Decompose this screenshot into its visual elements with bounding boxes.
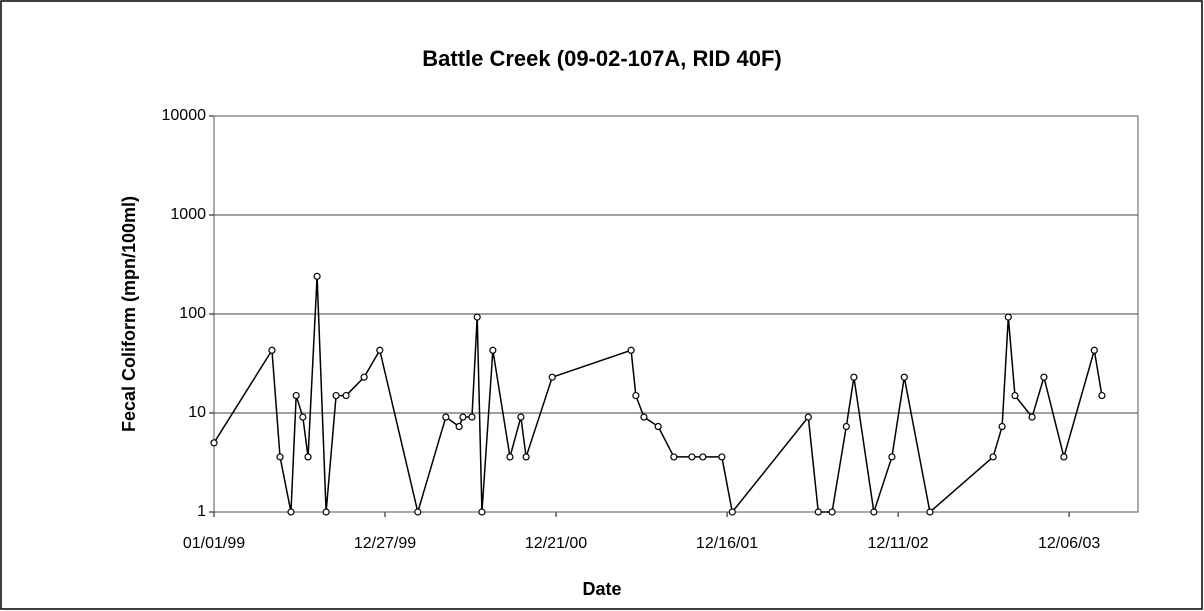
data-point — [1011, 391, 1019, 400]
data-point — [322, 508, 330, 516]
data-point — [1060, 453, 1068, 461]
data-point — [473, 313, 481, 321]
data-point — [718, 453, 726, 461]
data-point — [900, 373, 908, 381]
data-point — [640, 413, 648, 421]
data-point — [459, 413, 467, 421]
data-point — [850, 373, 858, 381]
data-point — [814, 508, 822, 516]
data-point — [478, 508, 486, 516]
plot-border — [213, 115, 1139, 513]
data-point — [442, 413, 450, 421]
data-point — [455, 422, 463, 431]
data-point — [989, 453, 997, 461]
data-point — [313, 272, 321, 280]
y-tick-label: 1000 — [170, 206, 206, 223]
data-point — [332, 391, 340, 400]
y-tick-label: 10 — [188, 404, 206, 421]
data-point — [299, 413, 307, 421]
data-point — [292, 391, 300, 400]
data-point — [276, 453, 284, 461]
data-line — [213, 276, 1103, 515]
data-point — [670, 453, 678, 461]
x-axis-title: Date — [582, 579, 621, 599]
x-tick-label: 12/21/00 — [525, 535, 587, 552]
y-tick-label: 100 — [179, 305, 206, 322]
data-point — [1040, 373, 1048, 381]
y-tick-label: 1 — [197, 503, 206, 520]
data-point — [360, 373, 368, 381]
data-point — [654, 422, 662, 431]
data-point — [1004, 313, 1012, 321]
data-point — [804, 413, 812, 421]
data-point — [506, 453, 514, 461]
data-point — [728, 508, 736, 516]
data-point — [517, 413, 525, 421]
data-point — [888, 453, 896, 461]
data-point — [699, 453, 707, 461]
data-point — [828, 508, 836, 516]
data-point — [210, 439, 218, 447]
data-point — [342, 391, 350, 400]
data-point — [287, 508, 295, 516]
x-tick-label: 12/06/03 — [1038, 535, 1100, 552]
data-point — [842, 422, 850, 431]
data-point — [998, 422, 1006, 431]
data-point — [1028, 413, 1036, 421]
x-tick-label: 12/16/01 — [696, 535, 758, 552]
data-point — [304, 453, 312, 461]
chart-title: Battle Creek (09-02-107A, RID 40F) — [422, 46, 781, 71]
data-point — [1098, 391, 1106, 400]
data-point — [268, 346, 276, 354]
data-point — [548, 373, 556, 381]
data-point — [1090, 346, 1098, 354]
x-tick-label: 01/01/99 — [183, 535, 245, 552]
y-axis-title: Fecal Coliform (mpn/100ml) — [119, 196, 139, 432]
data-point — [632, 391, 640, 400]
data-point — [627, 346, 635, 354]
y-tick-label: 10000 — [162, 107, 207, 124]
data-point — [376, 346, 384, 354]
data-point — [870, 508, 878, 516]
data-point — [414, 508, 422, 516]
data-point — [926, 508, 934, 516]
data-point — [688, 453, 696, 461]
data-point — [489, 346, 497, 354]
data-point — [468, 413, 476, 421]
x-tick-label: 12/11/02 — [868, 535, 929, 552]
x-tick-label: 12/27/99 — [354, 535, 416, 552]
data-point — [522, 453, 530, 461]
